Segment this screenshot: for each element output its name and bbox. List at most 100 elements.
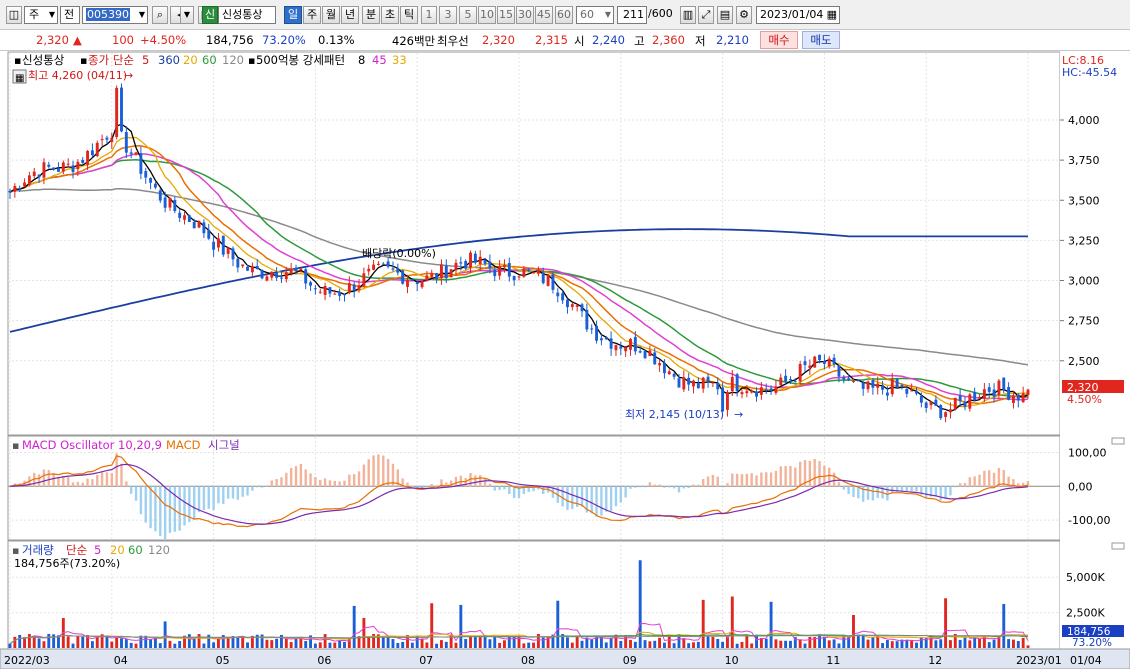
macd-osc-bar bbox=[721, 486, 724, 488]
grid-icon: ▦ bbox=[15, 73, 24, 84]
save-icon[interactable]: ▤ bbox=[717, 6, 733, 24]
macd-osc-bar bbox=[396, 469, 400, 487]
volume-bar bbox=[822, 636, 826, 648]
trend-tool-icon[interactable]: ⤢ bbox=[698, 6, 714, 24]
search-icon[interactable]: ⌕ bbox=[152, 6, 168, 24]
candle-body bbox=[425, 275, 429, 281]
interval-button[interactable]: 5 bbox=[459, 6, 477, 24]
period-month-button[interactable]: 월 bbox=[322, 6, 340, 24]
calendar-icon: ▦ bbox=[826, 8, 837, 21]
candle-body bbox=[1026, 389, 1030, 396]
macd-osc-bar bbox=[479, 475, 482, 487]
macd-osc-bar bbox=[377, 454, 380, 487]
price-panel[interactable] bbox=[7, 51, 1061, 436]
candle-body bbox=[541, 272, 545, 284]
period-week-button[interactable]: 주 bbox=[303, 6, 321, 24]
interval-button[interactable]: 30 bbox=[516, 6, 534, 24]
candle-body bbox=[265, 276, 269, 281]
volume-bar bbox=[978, 638, 981, 648]
volume-bar bbox=[546, 637, 550, 648]
market-scope-label: 전 bbox=[64, 8, 75, 21]
macd-osc-bar bbox=[202, 486, 206, 511]
candle-body bbox=[124, 132, 128, 153]
macd-osc-bar bbox=[372, 455, 375, 487]
sell-button[interactable]: 매도 bbox=[802, 31, 840, 49]
interval-button[interactable]: 3 bbox=[439, 6, 457, 24]
candle-body bbox=[134, 152, 138, 155]
period-day-button[interactable]: 일 bbox=[284, 6, 302, 24]
candle-body bbox=[498, 265, 502, 276]
macd-tick-label: 100,00 bbox=[1068, 447, 1107, 460]
volume-tick-label: 5,000K bbox=[1066, 571, 1105, 584]
interval-select[interactable]: 60 ▼ bbox=[576, 6, 614, 24]
macd-panel-resize-handle[interactable] bbox=[1111, 437, 1125, 445]
stock-chart[interactable]: 2,5002,7503,0003,2503,5003,7504,000100,0… bbox=[0, 51, 1130, 669]
macd-line bbox=[9, 455, 1029, 528]
interval-button[interactable]: 10 bbox=[478, 6, 496, 24]
macd-osc-bar bbox=[532, 486, 535, 492]
interval-button[interactable]: 60 bbox=[555, 6, 573, 24]
macd-osc-bar bbox=[449, 480, 453, 487]
dividend-note: 배당락(0.00%) bbox=[362, 247, 436, 260]
candle-body bbox=[856, 380, 860, 382]
stock-badge: 신 bbox=[202, 6, 218, 24]
data-count-input[interactable]: 211 bbox=[617, 6, 647, 24]
period-year-button[interactable]: 년 bbox=[341, 6, 359, 24]
candle-type-icon[interactable]: ▥ bbox=[680, 6, 696, 24]
chart-type-select[interactable]: 주 ▼ bbox=[24, 6, 58, 24]
volume-bar bbox=[299, 637, 303, 648]
market-scope-button[interactable]: 전 bbox=[60, 6, 80, 24]
macd-osc-bar bbox=[973, 476, 976, 487]
volume-bar bbox=[37, 638, 41, 648]
layout-icon[interactable]: ◫ bbox=[6, 6, 22, 24]
period-minute-button[interactable]: 분 bbox=[362, 6, 380, 24]
volume-bar bbox=[852, 615, 855, 648]
candle-body bbox=[231, 248, 235, 260]
volume-bar bbox=[769, 601, 773, 648]
volume-panel-resize-handle[interactable] bbox=[1111, 542, 1125, 550]
date-input[interactable]: 2023/01/04 ▦ bbox=[756, 6, 840, 24]
interval-button[interactable]: 45 bbox=[535, 6, 553, 24]
candle-body bbox=[61, 162, 65, 172]
macd-osc-bar bbox=[900, 486, 904, 491]
volume-ma-20: 20 bbox=[110, 543, 125, 557]
candle-body bbox=[95, 142, 99, 157]
volume-bar bbox=[478, 635, 482, 648]
macd-osc-bar bbox=[643, 486, 647, 488]
volume-bar bbox=[595, 635, 599, 648]
macd-osc-bar bbox=[134, 486, 138, 501]
volume-panel[interactable] bbox=[7, 540, 1061, 650]
volume-bar bbox=[149, 639, 153, 648]
macd-osc-bar bbox=[197, 486, 201, 513]
candle-body bbox=[871, 380, 875, 388]
volume-bar bbox=[934, 640, 938, 648]
low-note: 최저 2,145 (10/13) bbox=[625, 408, 724, 421]
macd-osc-bar bbox=[895, 486, 899, 493]
price-tick-label: 2,500 bbox=[1068, 355, 1100, 368]
period-tick-button[interactable]: 틱 bbox=[400, 6, 418, 24]
gear-icon[interactable]: ⚙ bbox=[736, 6, 752, 24]
macd-osc-bar bbox=[275, 479, 278, 487]
macd-osc-bar bbox=[672, 486, 676, 489]
candle-body bbox=[459, 262, 463, 264]
candle-body bbox=[178, 212, 182, 218]
macd-osc-bar bbox=[876, 486, 879, 499]
macd-osc-bar bbox=[692, 484, 695, 487]
period-second-button[interactable]: 초 bbox=[381, 6, 399, 24]
stock-code-input[interactable]: 005390 ▼ bbox=[82, 6, 148, 24]
interval-button[interactable]: 1 bbox=[421, 6, 437, 24]
chart-menu-icon[interactable] bbox=[12, 69, 27, 84]
volume-bar bbox=[895, 641, 899, 648]
buy-button[interactable]: 매수 bbox=[760, 31, 798, 49]
candle-body bbox=[270, 271, 274, 278]
volume-bar bbox=[706, 636, 710, 648]
volume-bar bbox=[992, 639, 996, 648]
candle-body bbox=[759, 387, 763, 395]
interval-button[interactable]: 15 bbox=[497, 6, 515, 24]
candle-body bbox=[42, 162, 46, 178]
candle-body bbox=[27, 175, 31, 185]
macd-osc-bar bbox=[566, 486, 569, 510]
chevron-down-icon[interactable]: ▼ bbox=[180, 6, 194, 24]
macd-osc-bar bbox=[260, 486, 264, 488]
volume-bar bbox=[818, 634, 821, 648]
